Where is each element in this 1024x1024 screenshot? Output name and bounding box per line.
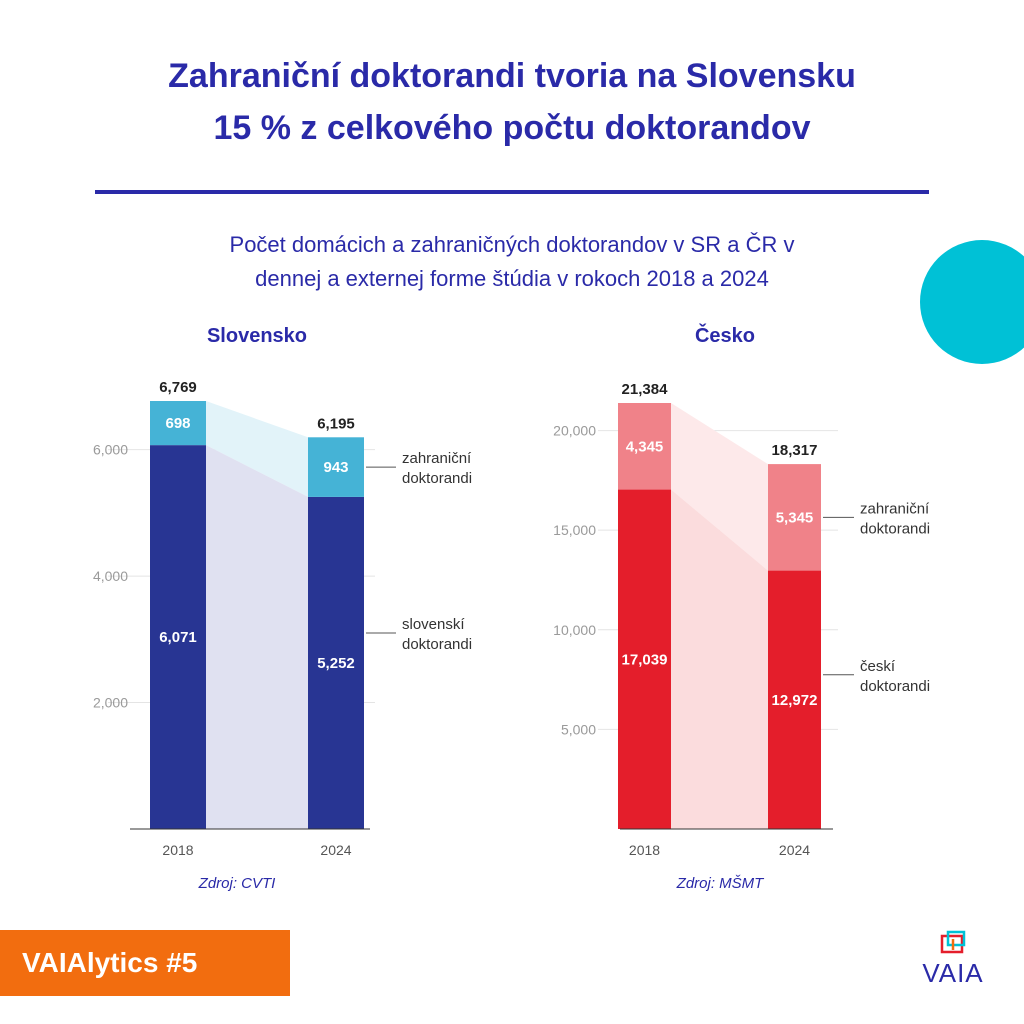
x-tick-label: 2024 <box>320 842 351 858</box>
vaia-logo-icon <box>940 930 966 954</box>
chart-czechia: 5,000 10,000 15,000 20,000 17,039 4,345 21,384… <box>553 381 930 858</box>
x-tick-label: 2024 <box>779 842 810 858</box>
data-label-domestic: 17,039 <box>622 651 668 668</box>
source-czechia: Zdroj: MŠMT <box>676 875 764 892</box>
data-label-foreign: 698 <box>165 415 190 432</box>
series-annotation-label: doktorandi <box>860 678 930 695</box>
domestic-connector-band <box>671 489 768 829</box>
title-line-1: Zahraniční doktorandi tvoria na Slovensk… <box>168 57 856 95</box>
total-label: 6,769 <box>159 379 197 396</box>
bar-domestic-2024 <box>308 496 364 829</box>
bar-domestic-2024 <box>768 570 821 829</box>
data-label-foreign: 5,345 <box>776 509 814 526</box>
data-label-foreign: 4,345 <box>626 438 664 455</box>
series-annotation-label: českí <box>860 658 896 675</box>
x-tick-label: 2018 <box>162 842 193 858</box>
bar-domestic-2018 <box>150 445 206 829</box>
chart-slovakia: 2,000 4,000 6,000 6,071 698 6,769 2018 5,252 943… <box>93 379 472 858</box>
source-slovakia: Zdroj: CVTI <box>198 875 276 892</box>
total-label: 6,195 <box>317 415 355 432</box>
bar-foreign-2018 <box>150 401 206 446</box>
title-divider <box>95 190 929 194</box>
y-tick-label: 15,000 <box>553 522 596 538</box>
data-label-foreign: 943 <box>323 459 348 476</box>
y-tick-label: 20,000 <box>553 423 596 439</box>
vaialytics-badge: VAIAlytics #5 <box>0 930 290 996</box>
bar-domestic-2018 <box>618 489 671 829</box>
series-annotation-label: doktorandi <box>402 470 472 487</box>
bar-foreign-2018 <box>618 403 671 490</box>
bar-foreign-2024 <box>308 437 364 497</box>
y-tick-label: 4,000 <box>93 568 128 584</box>
chart-title-slovakia: Slovensko <box>206 325 308 347</box>
y-tick-label: 2,000 <box>93 695 128 711</box>
foreign-connector-band <box>671 403 768 571</box>
data-label-domestic: 12,972 <box>772 692 818 709</box>
total-label: 18,317 <box>772 442 818 459</box>
x-tick-label: 2018 <box>629 842 660 858</box>
data-label-domestic: 6,071 <box>159 629 197 646</box>
series-annotation-label: slovenskí <box>402 616 465 633</box>
chart-subtitle: Počet domácich a zahraničných doktorando… <box>0 228 1024 296</box>
page-title: Zahraniční doktorandi tvoria na Slovensk… <box>0 50 1024 154</box>
series-annotation-label: zahraniční <box>860 500 930 517</box>
y-tick-label: 5,000 <box>561 721 596 737</box>
y-tick-label: 10,000 <box>553 622 596 638</box>
decorative-circle <box>920 240 1024 364</box>
bar-foreign-2024 <box>768 464 821 571</box>
title-line-2: 15 % z celkového počtu doktorandov <box>213 109 811 147</box>
data-label-domestic: 5,252 <box>317 655 355 672</box>
series-annotation-label: zahraniční <box>402 450 472 467</box>
subtitle-line-2: dennej a externej forme štúdia v rokoch … <box>255 266 769 291</box>
domestic-connector-band <box>206 445 308 829</box>
vaia-logo-text: VAIA <box>922 958 984 988</box>
subtitle-line-1: Počet domácich a zahraničných doktorando… <box>229 232 795 257</box>
series-annotation-label: doktorandi <box>860 520 930 537</box>
foreign-connector-band <box>206 401 308 497</box>
total-label: 21,384 <box>622 381 669 398</box>
y-tick-label: 6,000 <box>93 442 128 458</box>
chart-title-czechia: Česko <box>694 325 756 347</box>
series-annotation-label: doktorandi <box>402 636 472 653</box>
